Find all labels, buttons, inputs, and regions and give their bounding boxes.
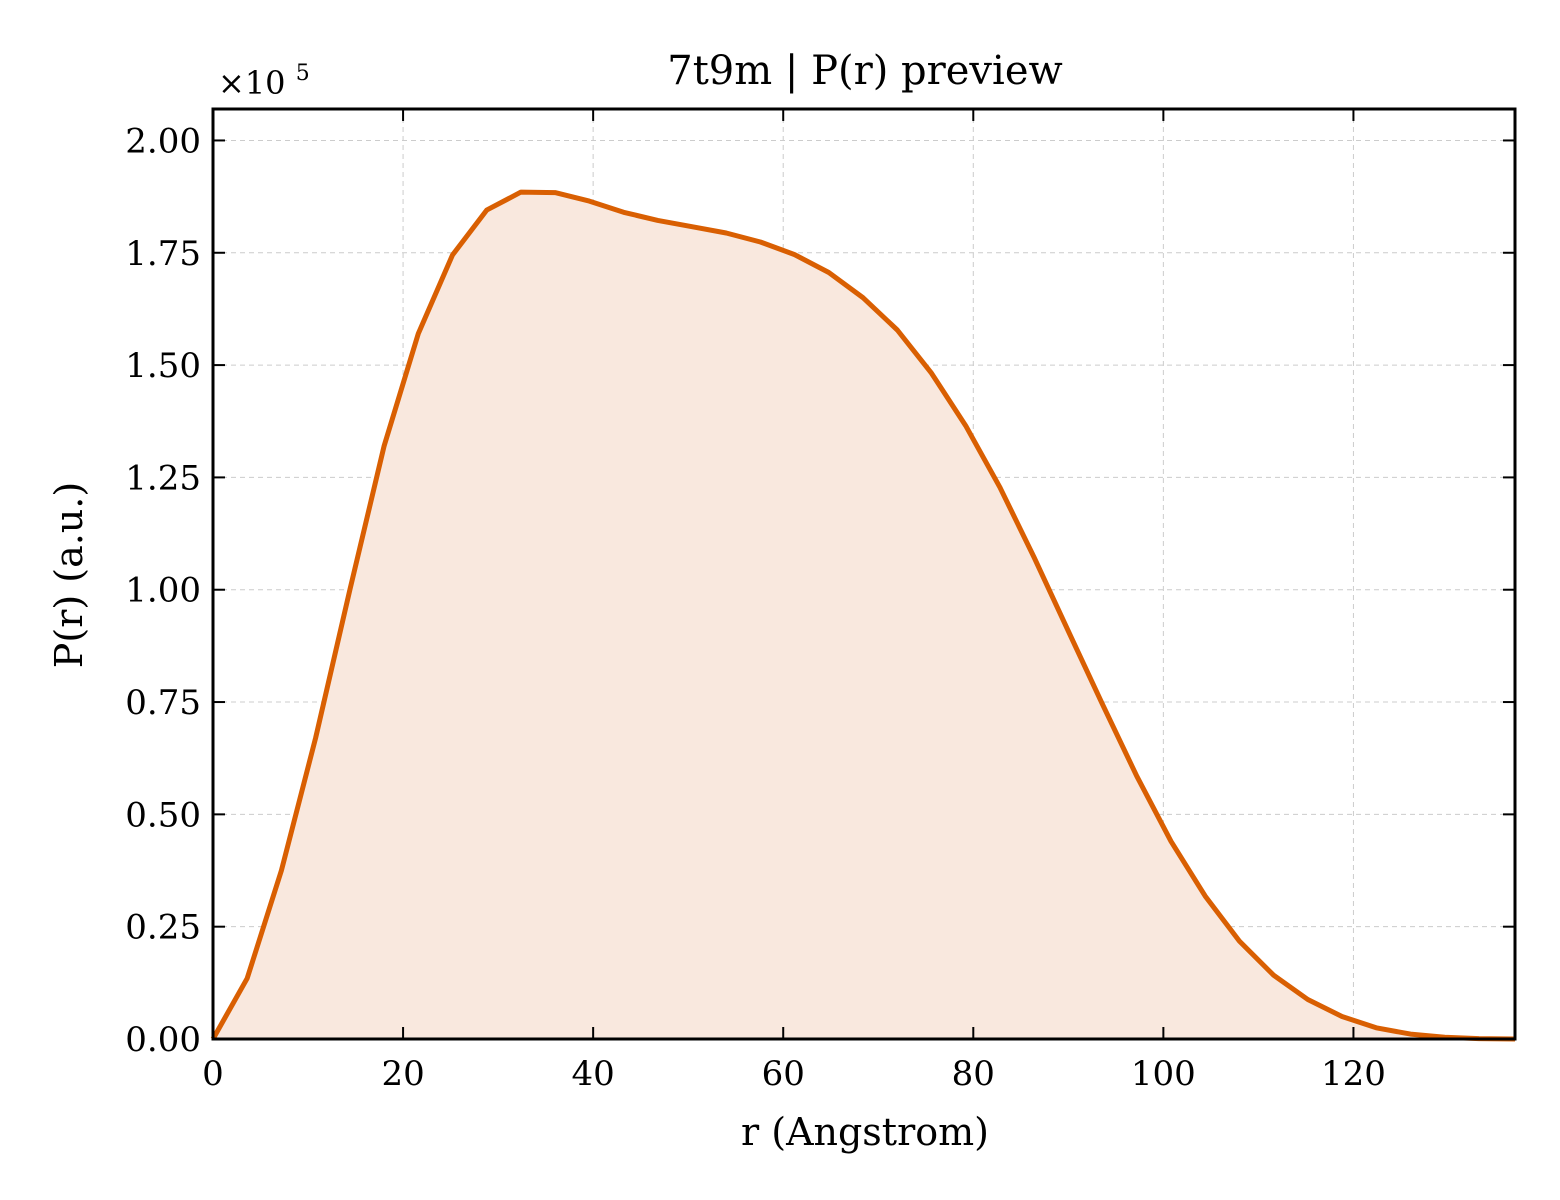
x-tick-labels: 0 20 40 60 80 100 120 xyxy=(202,1054,1386,1094)
y-tick-label: 1.75 xyxy=(125,234,201,274)
x-tick-label: 60 xyxy=(762,1054,805,1094)
plot-frame xyxy=(211,107,1517,1041)
x-tick-label: 120 xyxy=(1321,1054,1386,1094)
axis-ticks xyxy=(212,109,1515,1040)
y-tick-label: 0.25 xyxy=(125,908,201,948)
series-line xyxy=(210,189,1516,1042)
y-axis-multiplier-exponent: 5 xyxy=(296,61,310,86)
x-tick-label: 20 xyxy=(381,1054,424,1094)
x-tick-label: 0 xyxy=(202,1054,224,1094)
y-tick-label: 0.00 xyxy=(125,1020,201,1060)
x-tick-label: 40 xyxy=(572,1054,615,1094)
y-tick-labels: 0.00 0.25 0.50 0.75 1.00 1.25 1.50 1.75 2.00 xyxy=(125,121,201,1060)
y-axis-multiplier-base: ×10 xyxy=(218,64,286,102)
y-tick-label: 0.75 xyxy=(125,683,201,723)
y-axis-multiplier: ×10 5 xyxy=(218,61,310,102)
y-axis-label: P(r) (a.u.) xyxy=(47,482,91,668)
y-tick-label: 2.00 xyxy=(125,121,201,161)
x-tick-label: 100 xyxy=(1131,1054,1196,1094)
x-tick-label: 80 xyxy=(952,1054,995,1094)
chart-title: 7t9m | P(r) preview xyxy=(667,48,1062,94)
y-tick-label: 0.50 xyxy=(125,795,201,835)
series-area-fill xyxy=(213,192,1515,1040)
y-tick-label: 1.50 xyxy=(125,346,201,386)
y-tick-label: 1.00 xyxy=(125,571,201,611)
x-axis-label: r (Angstrom) xyxy=(741,1110,989,1154)
y-tick-label: 1.25 xyxy=(125,458,201,498)
